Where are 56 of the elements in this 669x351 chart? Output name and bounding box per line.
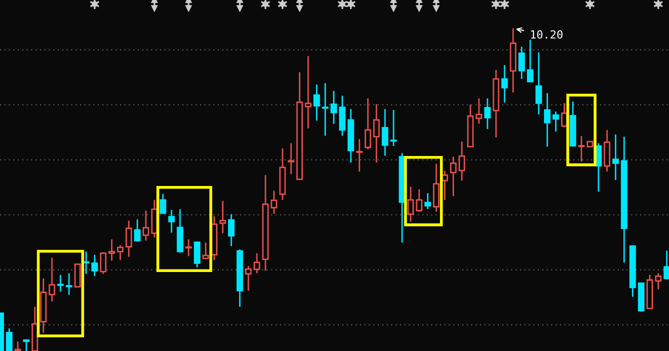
candlestick xyxy=(526,39,534,83)
candlestick xyxy=(484,98,491,130)
candlestick xyxy=(432,163,440,212)
candlestick xyxy=(416,188,422,212)
candlestick xyxy=(655,272,662,290)
candlestick xyxy=(48,257,56,302)
candlestick xyxy=(185,238,192,257)
candlestick xyxy=(501,64,508,104)
candlestick xyxy=(126,220,132,258)
candlestick xyxy=(664,250,669,280)
candlestick xyxy=(228,213,235,247)
candlestick xyxy=(339,95,346,136)
candlestick xyxy=(313,84,320,122)
candlestick xyxy=(450,156,457,197)
candlestick xyxy=(66,272,72,296)
annotation: 10.20 xyxy=(531,30,562,39)
candlestick xyxy=(288,142,294,175)
candlestick xyxy=(108,238,115,262)
candlestick xyxy=(245,265,252,292)
candlestick xyxy=(304,55,312,130)
candlestick xyxy=(544,92,551,148)
candlestick xyxy=(458,140,466,182)
candlestick xyxy=(91,254,98,277)
candlestick xyxy=(330,90,338,125)
candlestick xyxy=(390,109,397,147)
candlestick xyxy=(82,250,90,275)
candlestick xyxy=(424,192,431,210)
candlestick xyxy=(168,209,175,234)
candlestick xyxy=(364,98,372,150)
candlestick xyxy=(373,103,380,164)
candlestick xyxy=(74,264,81,288)
candlestick xyxy=(535,52,542,116)
candlestick xyxy=(160,193,166,214)
candlestick xyxy=(518,46,525,80)
candlestick xyxy=(270,190,278,215)
candlestick xyxy=(100,252,106,275)
candlestick xyxy=(612,134,619,181)
candlestick xyxy=(23,339,30,351)
candlestick xyxy=(14,340,22,351)
candlestick xyxy=(219,200,226,234)
candlestick xyxy=(134,218,141,242)
candlestick xyxy=(202,242,209,260)
candlestick xyxy=(476,98,482,125)
candlestick xyxy=(552,110,560,132)
candlestick xyxy=(254,252,260,274)
candlestick xyxy=(117,244,124,261)
candlestick xyxy=(194,240,200,268)
candlestick xyxy=(142,210,150,242)
candlestick xyxy=(356,138,363,172)
candlestick xyxy=(6,328,12,351)
candlestick xyxy=(322,82,328,136)
candlestick xyxy=(57,274,64,292)
candlestick xyxy=(578,135,585,162)
candlestick xyxy=(604,129,610,172)
candlestick xyxy=(382,108,388,156)
candlestick xyxy=(407,186,414,222)
